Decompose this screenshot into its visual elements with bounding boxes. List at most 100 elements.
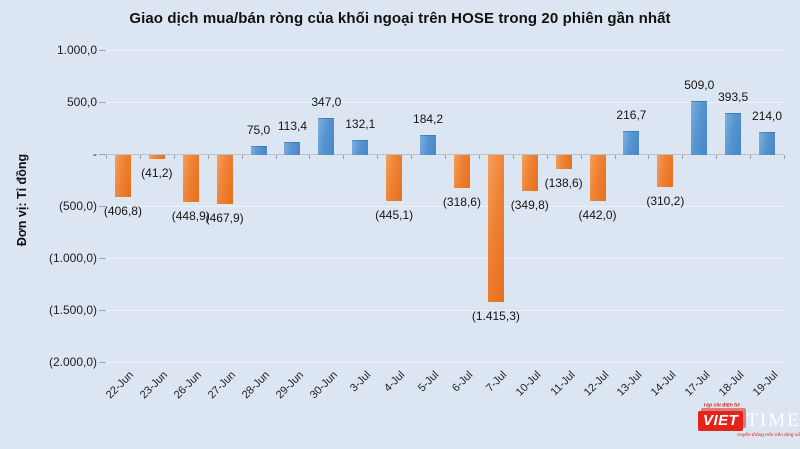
gridline (106, 206, 784, 207)
value-label-3-Jul: 132,1 (345, 117, 376, 132)
x-axis-label-17-Jul: 17-Jul (683, 369, 713, 399)
x-tick-mark (546, 155, 548, 159)
y-axis-tick-label: 500,0 (66, 95, 97, 109)
bar-29-Jun (284, 142, 301, 155)
y-axis-tick-label: (1.500,0) (48, 303, 97, 317)
y-tick-mark (99, 310, 106, 311)
x-axis-label-12-Jul: 12-Jul (581, 369, 612, 399)
gridline (106, 50, 784, 51)
x-tick-mark (241, 155, 243, 159)
x-tick-mark (411, 155, 413, 159)
x-tick-mark (275, 155, 277, 159)
value-label-18-Jul: 393,5 (718, 90, 749, 105)
x-tick-mark (614, 155, 616, 159)
y-axis-tick-label: (500,0) (58, 199, 97, 213)
x-axis-label-30-Jun: 30-Jun (307, 369, 340, 402)
x-axis-label-11-Jul: 11-Jul (548, 369, 578, 399)
y-tick-mark (99, 154, 106, 155)
y-tick-mark (99, 206, 106, 207)
x-tick-mark (377, 155, 379, 159)
x-axis-label-26-Jun: 26-Jun (171, 369, 205, 402)
value-label-27-Jun: (467,9) (205, 210, 244, 225)
bar-4-Jul (386, 155, 403, 202)
logo-brand: VIET TIMES (698, 410, 800, 432)
x-tick-mark (343, 155, 345, 159)
x-axis-label-7-Jul: 7-Jul (483, 369, 510, 395)
x-tick-mark (512, 155, 514, 159)
y-tick-mark (99, 258, 106, 259)
logo-tagline-top: Tạp chí điện tử (703, 403, 740, 409)
x-axis-label-10-Jul: 10-Jul (513, 369, 544, 399)
logo-times-text: TIMES (746, 410, 800, 431)
bar-18-Jul (725, 113, 742, 155)
bar-26-Jun (182, 155, 199, 202)
y-tick-mark (99, 102, 106, 103)
bar-12-Jul (589, 155, 606, 201)
bar-30-Jun (318, 117, 335, 155)
x-axis-label-22-Jun: 22-Jun (104, 369, 137, 402)
value-label-19-Jul: 214,0 (752, 108, 783, 123)
x-axis-label-28-Jun: 28-Jun (239, 369, 273, 402)
value-label-10-Jul: (349,8) (510, 198, 549, 213)
x-tick-mark (478, 155, 480, 159)
value-label-13-Jul: 216,7 (616, 108, 647, 123)
value-label-7-Jul: (1.415,3) (471, 309, 520, 324)
bar-5-Jul (420, 134, 437, 155)
y-axis-tick-label: - (93, 147, 97, 161)
value-label-14-Jul: (310,2) (646, 194, 685, 209)
x-axis-label-19-Jul: 19-Jul (750, 369, 781, 399)
x-axis-label-13-Jul: 13-Jul (615, 369, 645, 399)
value-label-11-Jul: (138,6) (544, 176, 583, 191)
value-label-12-Jul: (442,0) (578, 207, 617, 222)
x-tick-mark (445, 155, 446, 159)
zero-axis-line (106, 154, 784, 155)
logo-viet-box: VIET (698, 411, 744, 431)
bar-13-Jul (623, 131, 640, 155)
chart-title: Giao dịch mua/bán ròng của khối ngoại tr… (129, 10, 671, 27)
x-tick-mark (139, 155, 141, 159)
x-axis-label-4-Jul: 4-Jul (382, 369, 408, 395)
bar-28-Jun (250, 146, 267, 155)
value-label-23-Jun: (41,2) (141, 166, 173, 181)
x-tick-mark (750, 155, 752, 159)
value-label-5-Jul: 184,2 (413, 111, 444, 126)
y-tick-mark (99, 362, 106, 363)
y-axis-tick-label: (2.000,0) (48, 355, 97, 369)
x-tick-mark (716, 155, 718, 159)
logo-tagline-bottom: truyền thông trên nền tảng số (737, 433, 800, 438)
x-axis-label-23-Jun: 23-Jun (138, 369, 171, 402)
bar-23-Jun (148, 155, 165, 160)
value-label-6-Jul: (318,6) (442, 195, 481, 210)
gridline (106, 310, 784, 311)
value-label-17-Jul: 509,0 (684, 78, 715, 93)
x-axis-label-3-Jul: 3-Jul (348, 369, 374, 395)
bar-17-Jul (691, 101, 708, 155)
x-axis-label-6-Jul: 6-Jul (450, 369, 476, 395)
x-tick-mark (648, 155, 650, 159)
y-axis-tick-label: 1.000,0 (56, 43, 97, 57)
x-tick-mark (784, 155, 785, 159)
x-tick-mark (309, 155, 311, 159)
value-label-29-Jun: 113,4 (277, 119, 308, 134)
x-axis-label-5-Jul: 5-Jul (416, 369, 442, 395)
bar-6-Jul (453, 155, 470, 189)
bar-7-Jul (487, 155, 504, 303)
x-tick-mark (173, 155, 175, 159)
x-axis-label-14-Jul: 14-Jul (649, 369, 679, 399)
gridline (106, 362, 784, 363)
x-axis-label-27-Jun: 27-Jun (205, 369, 239, 402)
value-label-22-Jun: (406,8) (103, 204, 142, 219)
y-tick-mark (99, 50, 106, 51)
x-tick-mark (207, 155, 209, 159)
viettimes-logo: Tạp chí điện tử VIET TIMES truyền thông … (698, 403, 800, 439)
gridline (106, 258, 784, 259)
x-axis-label-29-Jun: 29-Jun (273, 369, 306, 402)
bar-10-Jul (521, 155, 538, 192)
bar-3-Jul (352, 140, 369, 155)
value-label-4-Jul: (445,1) (375, 208, 414, 223)
x-axis-label-18-Jul: 18-Jul (716, 369, 747, 399)
value-label-30-Jun: 347,0 (311, 94, 342, 109)
x-tick-mark (106, 155, 107, 159)
bar-19-Jul (759, 131, 776, 155)
bar-22-Jun (114, 155, 131, 198)
